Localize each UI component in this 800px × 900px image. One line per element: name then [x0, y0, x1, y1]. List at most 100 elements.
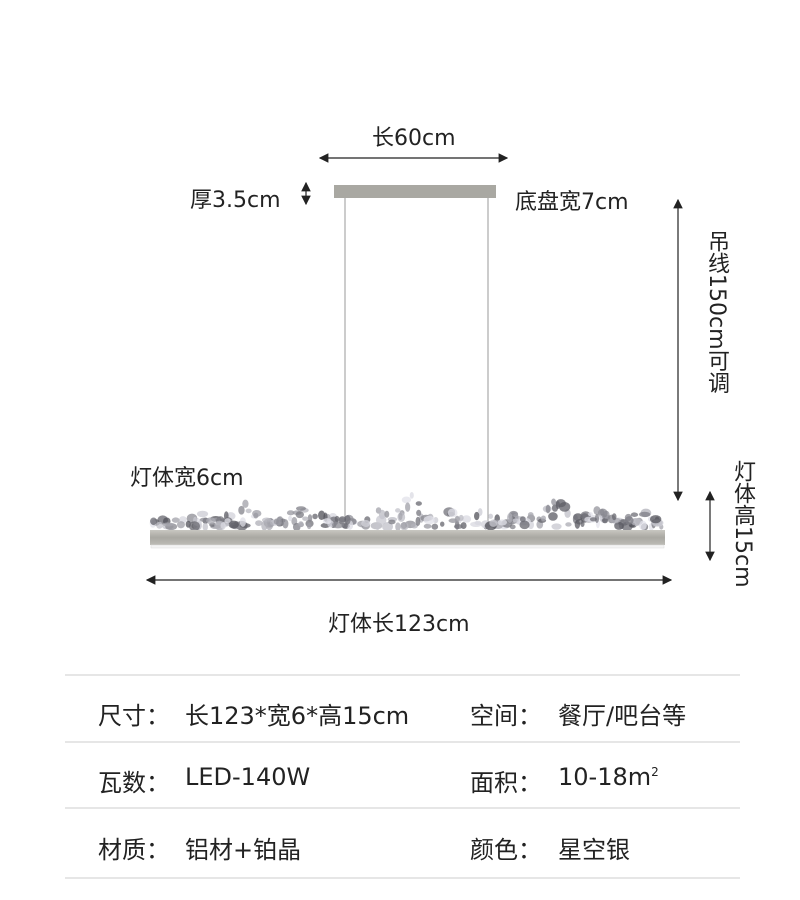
spec-value: 星空银 — [558, 836, 630, 864]
crystal-piece — [252, 509, 262, 517]
crystal-piece — [409, 492, 414, 499]
crystal-piece — [188, 521, 200, 532]
crystal-piece — [401, 496, 412, 504]
spec-key: 颜色： — [470, 836, 542, 864]
crystal-piece — [454, 520, 460, 530]
crystal-piece — [470, 521, 482, 527]
crystal-piece — [593, 506, 601, 515]
crystal-piece — [458, 514, 464, 521]
crystal-piece — [447, 508, 458, 518]
crystal-piece — [397, 512, 406, 522]
crystal-piece — [306, 522, 312, 530]
crystal-piece — [395, 508, 401, 513]
light-strip — [150, 544, 665, 549]
crystal-piece — [423, 523, 432, 529]
spec-key: 面积： — [470, 769, 542, 797]
divider — [65, 741, 740, 743]
crystal-piece — [242, 499, 249, 508]
lamp-bar — [150, 530, 665, 545]
crystal-piece — [638, 511, 651, 518]
crystal-piece — [171, 517, 180, 523]
crystal-piece — [540, 515, 546, 522]
crystal-piece — [548, 512, 558, 521]
crystal-piece — [423, 515, 435, 525]
crystal-piece — [574, 520, 581, 529]
crystal-piece — [261, 520, 268, 531]
crystal-piece — [602, 517, 609, 524]
crystal-piece — [588, 512, 593, 517]
crystal-piece — [196, 510, 209, 518]
crystal-piece — [614, 521, 624, 530]
crystal-piece — [597, 515, 603, 520]
crystal-piece — [298, 521, 304, 527]
crystal-piece — [611, 513, 617, 521]
crystal-piece — [265, 520, 273, 531]
crystal-piece — [431, 523, 439, 530]
spec-key: 空间： — [470, 702, 542, 730]
crystal-piece — [558, 501, 571, 512]
crystal-piece — [382, 521, 394, 532]
crystal-piece — [624, 516, 634, 525]
crystal-piece — [202, 522, 208, 532]
spec-value: 铝材+铂晶 — [185, 836, 302, 864]
area-value: 10-18m — [558, 763, 652, 791]
crystal-piece — [375, 523, 380, 531]
crystal-piece — [295, 506, 306, 511]
crystal-piece — [395, 522, 401, 532]
spec-value: 长123*宽6*高15cm — [185, 702, 410, 730]
crystal-piece — [555, 501, 561, 509]
spec-value: 餐厅/吧台等 — [558, 702, 687, 730]
spec-value: 10-18m2 — [558, 763, 659, 791]
crystal-piece — [488, 513, 494, 519]
spec-key: 尺寸： — [98, 702, 170, 730]
wire-length-label: 吊线150cm可调 — [704, 230, 729, 394]
crystal-piece — [519, 520, 530, 530]
divider — [65, 807, 740, 809]
crystal-piece — [318, 510, 326, 521]
canopy — [334, 185, 496, 198]
body-height-label: 灯体高15cm — [730, 460, 755, 588]
thickness-label: 厚3.5cm — [190, 188, 281, 213]
crystal-piece — [630, 512, 639, 517]
crystal-piece — [388, 519, 396, 525]
crystal-piece — [405, 502, 411, 512]
area-superscript: 2 — [651, 765, 659, 779]
crystal-piece — [344, 515, 351, 525]
crystal-piece — [322, 518, 332, 525]
crystal-piece — [439, 521, 445, 527]
divider — [65, 877, 740, 879]
crystal-piece — [239, 517, 246, 527]
crystal-piece — [162, 522, 174, 527]
spec-value: LED-140W — [185, 763, 311, 791]
crystal-piece — [361, 519, 371, 528]
spec-row: 瓦数： LED-140W 面积： 10-18m2 — [65, 743, 740, 809]
crystal-piece — [224, 518, 231, 524]
body-width-label: 灯体宽6cm — [130, 466, 244, 491]
spec-key: 瓦数： — [98, 769, 170, 797]
crystal-piece — [255, 520, 263, 526]
crystal-piece — [527, 512, 534, 517]
crystal-piece — [400, 522, 409, 531]
crystal-piece — [156, 521, 163, 529]
crystal-piece — [545, 504, 551, 514]
spec-key: 材质： — [98, 836, 170, 864]
crystal-piece — [282, 519, 289, 529]
crystal-piece — [150, 517, 158, 526]
crystal-piece — [334, 515, 340, 522]
crystal-piece — [307, 514, 313, 523]
crystal-piece — [245, 508, 252, 514]
crystal-piece — [580, 520, 585, 528]
crystal-piece — [375, 515, 387, 526]
crystal-piece — [512, 518, 519, 523]
spec-row: 材质： 铝材+铂晶 颜色： 星空银 — [65, 810, 740, 876]
crystal-piece — [410, 523, 418, 529]
crystal-piece — [415, 501, 422, 506]
crystal-piece — [206, 517, 216, 525]
crystal-piece — [312, 513, 318, 520]
crystal-piece — [416, 509, 422, 517]
crystal-piece — [288, 515, 293, 522]
crystal-piece — [295, 511, 304, 519]
crystal-piece — [238, 505, 245, 515]
crystal-piece — [415, 516, 421, 527]
canopy-width-label: 底盘宽7cm — [515, 190, 629, 215]
